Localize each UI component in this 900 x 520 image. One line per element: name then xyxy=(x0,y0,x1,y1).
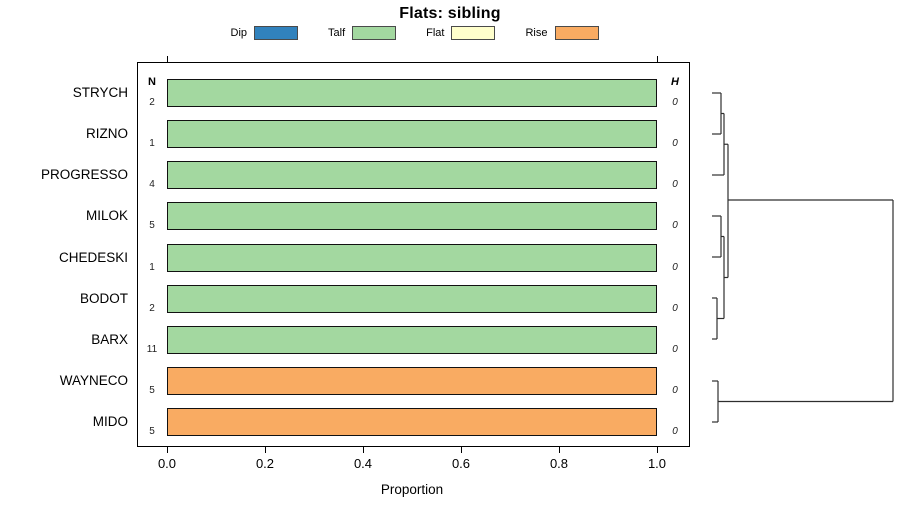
y-axis-label: MILOK xyxy=(85,208,128,224)
top-axis-tick xyxy=(166,56,168,62)
h-value: 0 xyxy=(672,261,678,273)
bar-bodot xyxy=(167,284,657,313)
bar-chedeski xyxy=(167,243,657,272)
legend-swatch-talf xyxy=(352,26,397,40)
h-value: 0 xyxy=(672,179,678,191)
n-value: 2 xyxy=(149,302,155,314)
bar-mido xyxy=(167,408,657,436)
h-column-header: H xyxy=(671,76,679,88)
x-axis-title: Proportion xyxy=(380,482,444,497)
h-value: 0 xyxy=(672,343,678,355)
x-axis-tick xyxy=(362,447,364,453)
bar-wayneco xyxy=(167,366,657,395)
legend-label: Rise xyxy=(525,27,548,39)
n-value: 2 xyxy=(149,97,155,108)
x-axis-tick-label: 1.0 xyxy=(647,456,667,471)
y-axis-label: BODOT xyxy=(79,290,128,306)
x-axis-tick-label: 0.0 xyxy=(157,456,177,471)
legend-label: Dip xyxy=(230,27,248,39)
y-axis-label: BARX xyxy=(91,331,128,347)
n-value: 5 xyxy=(149,220,155,232)
x-axis-tick xyxy=(264,447,266,453)
n-value: 11 xyxy=(146,343,158,355)
x-axis-tick-label: 0.4 xyxy=(353,456,373,471)
h-value: 0 xyxy=(672,302,678,314)
legend-swatch-dip xyxy=(254,26,299,40)
legend-swatch-flat xyxy=(451,26,496,40)
bar-milok xyxy=(167,202,657,231)
top-axis-tick xyxy=(656,56,658,62)
legend-label: Talf xyxy=(328,27,346,39)
bar-progresso xyxy=(167,161,657,190)
y-axis-label: PROGRESSO xyxy=(40,167,128,183)
y-axis-label: RIZNO xyxy=(86,126,128,142)
bar-strych xyxy=(167,79,657,107)
dendrogram xyxy=(712,92,894,423)
legend-swatch-rise xyxy=(554,26,599,40)
n-value: 5 xyxy=(149,384,155,396)
h-value: 0 xyxy=(672,97,678,108)
legend-item-dip: Dip xyxy=(231,26,299,40)
n-value: 5 xyxy=(149,426,155,437)
x-axis-tick xyxy=(656,447,658,453)
y-axis-label: STRYCH xyxy=(72,85,128,100)
h-value: 0 xyxy=(672,384,678,396)
h-value: 0 xyxy=(672,138,678,150)
x-axis-tick-label: 0.8 xyxy=(549,456,569,471)
x-axis-tick xyxy=(166,447,168,453)
chart-title: Flats: sibling xyxy=(399,5,501,22)
n-value: 1 xyxy=(149,261,155,273)
h-value: 0 xyxy=(672,426,678,437)
y-axis-label: MIDO xyxy=(92,414,128,429)
y-axis-label: CHEDESKI xyxy=(58,249,128,265)
bar-rizno xyxy=(167,120,657,149)
legend-label: Flat xyxy=(426,27,445,39)
x-axis-tick-label: 0.2 xyxy=(255,456,275,471)
n-value: 1 xyxy=(149,138,155,150)
h-value: 0 xyxy=(672,220,678,232)
legend: Dip Talf Flat Rise xyxy=(137,26,692,40)
legend-item-flat: Flat xyxy=(426,26,496,40)
y-axis-label: WAYNECO xyxy=(59,372,128,388)
x-axis-tick-label: 0.6 xyxy=(451,456,471,471)
bar-barx xyxy=(167,325,657,354)
n-column-header: N xyxy=(148,76,156,88)
n-value: 4 xyxy=(149,179,155,191)
legend-item-rise: Rise xyxy=(525,26,599,40)
x-axis-tick xyxy=(558,447,560,453)
legend-item-talf: Talf xyxy=(328,26,397,40)
x-axis-tick xyxy=(460,447,462,453)
